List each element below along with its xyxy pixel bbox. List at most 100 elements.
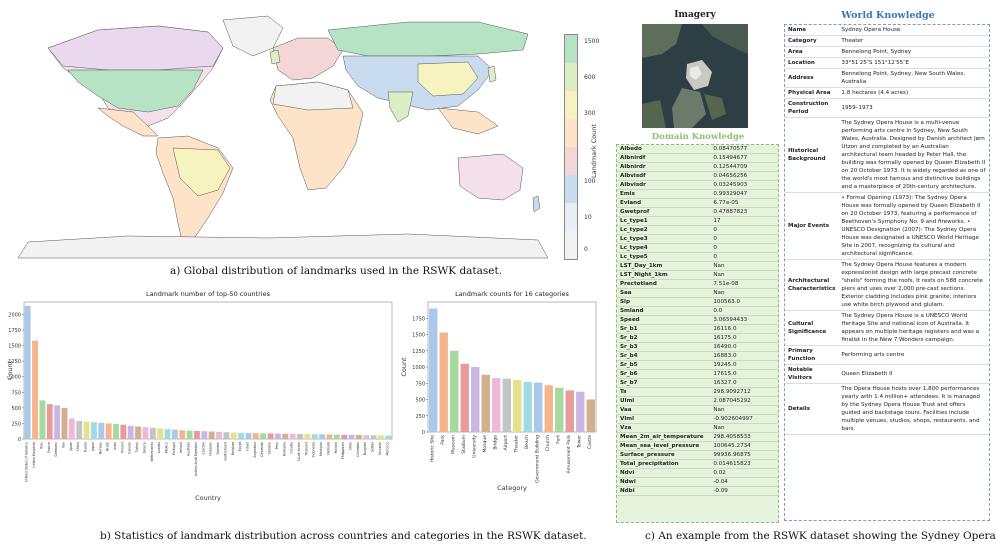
dk-key: Lc_type1: [617, 216, 711, 226]
bar: [61, 407, 68, 439]
dk-row: Speed 3.06594433: [617, 315, 778, 325]
bar: [544, 385, 553, 432]
dk-value: 100645.2734: [710, 441, 778, 451]
map-india: [387, 91, 414, 123]
y-tick-label: 1000: [412, 365, 425, 371]
dk-key: Albvisdr: [617, 180, 711, 190]
x-tick-label: Belgium: [231, 442, 235, 455]
bar: [513, 380, 522, 432]
x-tick-label: China: [76, 442, 80, 451]
bar: [98, 422, 105, 439]
wk-key: Location: [785, 57, 839, 69]
x-tick-label: Mexico: [165, 442, 169, 453]
wk-value: The Sydney Opera House is a multi-venue …: [838, 117, 989, 193]
bar: [439, 332, 448, 432]
colorbar-tick: 1500: [584, 38, 600, 45]
dk-row: Slp 100563.0: [617, 297, 778, 307]
x-tick-label: Romania: [282, 442, 286, 456]
dk-value: 0.47887823: [710, 207, 778, 217]
bar: [289, 433, 296, 439]
x-tick-label: Philippines: [341, 442, 345, 460]
x-tick-label: Airport: [503, 435, 509, 451]
x-tick-label: Croatia: [290, 442, 294, 454]
bar: [534, 382, 543, 432]
dk-row: Sr_b1 16116.0: [617, 324, 778, 334]
plot-frame: [23, 301, 393, 440]
y-tick-label: 250: [11, 421, 21, 427]
bar: [68, 418, 75, 439]
dk-value: 2.087045292: [710, 396, 778, 406]
map-canada: [47, 25, 224, 71]
dk-value: 0.0: [710, 306, 778, 316]
dk-key: Sr_b4: [617, 351, 711, 361]
x-tick-label: Spain: [69, 442, 73, 451]
dk-value: 17: [710, 216, 778, 226]
bar: [267, 433, 274, 439]
dk-value: -0.04: [710, 477, 778, 487]
colorbar-tick: 600: [584, 74, 596, 81]
wk-key: Category: [785, 35, 839, 47]
bar: [304, 434, 311, 439]
x-tick-label: Norway: [98, 442, 102, 454]
x-tick-label: Indonesia: [312, 442, 316, 457]
wk-value: Bennelong Point, Sydney, New South Wales…: [838, 68, 989, 88]
dk-value: 298.9092712: [710, 387, 778, 397]
world-knowledge-table: Name Sydney Opera House Category Theater Are…: [785, 25, 989, 435]
wk-row: Primary Function Performing arts centre: [785, 345, 989, 365]
wk-value: 1959–1973: [838, 98, 989, 118]
wk-key: Construction Period: [785, 98, 839, 118]
dk-row: Lc_type3 0: [617, 234, 778, 244]
y-tick-label: 1500: [8, 344, 21, 350]
dk-value: 17615.0: [710, 369, 778, 379]
x-tick-label: United Arab Emirates: [194, 442, 198, 476]
y-tick-label: 1250: [412, 349, 425, 355]
x-tick-label: Tower: [576, 435, 582, 449]
x-tick-label: Netherlands: [150, 442, 154, 462]
bar: [194, 430, 200, 439]
dk-row: Vza Nan: [617, 423, 778, 433]
y-tick-label: 2000: [8, 312, 21, 318]
wk-key: Details: [785, 383, 839, 435]
dk-row: LST_Day_1km Nan: [617, 261, 778, 271]
dk-row: Lc_type5 0: [617, 252, 778, 262]
dk-row: Saa Nan: [617, 288, 778, 298]
domain-knowledge-panel: Albedo 0.08470577 Albnirdf 0.15494677 Albnir…: [616, 144, 779, 523]
dk-row: Albvisdr 0.03245903: [617, 180, 778, 190]
map-china: [417, 61, 479, 97]
bar: [523, 381, 532, 432]
wk-row: Location 33°51′25″S 151°12′55″E: [785, 57, 989, 69]
map-europe: [272, 37, 344, 81]
dk-row: Vlml -0.902604997: [617, 414, 778, 424]
dk-value: 0: [710, 225, 778, 235]
x-tick-label: Ireland: [179, 442, 183, 453]
x-axis-label: Category: [497, 484, 527, 492]
dk-value: 0: [710, 243, 778, 253]
x-tick-label: Colombia: [356, 442, 360, 457]
wk-row: Notable Visitors Queen Elizabeth II: [785, 364, 989, 384]
map-brazil: [172, 147, 231, 197]
dk-value: 298.4058533: [710, 432, 778, 442]
y-tick-label: 250: [415, 414, 425, 420]
dk-row: Sr_b5 19245.0: [617, 360, 778, 370]
dk-row: Surface_pressure 99936.96875: [617, 450, 778, 460]
dk-row: Ndvi 0.02: [617, 468, 778, 478]
y-axis-label: Count: [6, 360, 14, 380]
dk-key: Saa: [617, 288, 711, 298]
y-tick-label: 0: [422, 430, 425, 436]
bar: [238, 432, 245, 439]
dk-row: Sr_b3 16490.0: [617, 342, 778, 352]
y-tick-label: 1000: [8, 375, 21, 381]
dk-key: Sr_b5: [617, 360, 711, 370]
dk-value: 99936.96875: [710, 450, 778, 460]
bar: [471, 367, 480, 432]
x-tick-label: Amusement Park: [566, 435, 572, 474]
x-axis-label: Country: [195, 494, 221, 502]
x-tick-label: Greece: [142, 442, 146, 453]
x-tick-label: Israel: [245, 442, 249, 451]
dk-row: Emis 0.99329047: [617, 189, 778, 199]
dk-value: 0.15494677: [710, 153, 778, 163]
bar: [378, 435, 384, 439]
map-new-zealand: [532, 195, 541, 213]
wk-value: Sydney Opera House: [838, 25, 989, 36]
wk-value: 1.8 hectares (4.4 acres): [838, 87, 989, 99]
